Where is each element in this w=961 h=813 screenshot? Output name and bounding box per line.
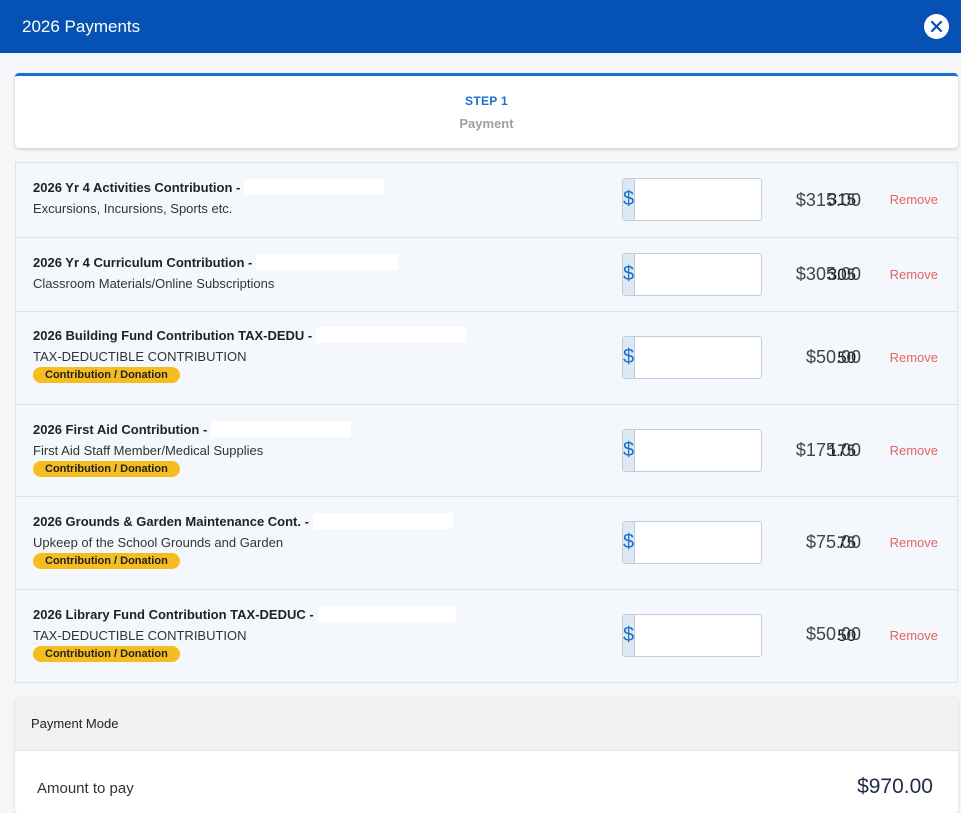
step-number: STEP 1 <box>465 94 508 108</box>
item-description: Excursions, Incursions, Sports etc. <box>33 201 233 216</box>
item-description: First Aid Staff Member/Medical Supplies <box>33 443 264 458</box>
item-description: Upkeep of the School Grounds and Garden <box>33 535 284 550</box>
redacted-field <box>312 513 453 529</box>
amount-input-group: $ <box>622 253 871 296</box>
item-total: $175.00 <box>795 440 861 460</box>
amount-input[interactable] <box>635 179 871 220</box>
amount-to-pay-value: $970.00 <box>857 775 933 798</box>
category-badge: Contribution / Donation <box>33 367 180 383</box>
item-total: $50.00 <box>805 347 861 367</box>
item-name: 2026 First Aid Contribution - <box>33 421 208 437</box>
item-description: Classroom Materials/Online Subscriptions <box>33 276 275 291</box>
list-item: 2026 Building Fund Contribution TAX-DEDU… <box>16 312 957 405</box>
dollar-icon: $ <box>623 179 636 220</box>
amount-input[interactable] <box>635 522 871 563</box>
item-total: $305.00 <box>795 264 861 284</box>
redacted-field <box>317 606 456 622</box>
item-info: 2026 Building Fund Contribution TAX-DEDU… <box>33 327 467 383</box>
list-item: 2026 Yr 4 Curriculum Contribution - Clas… <box>16 238 957 312</box>
category-badge: Contribution / Donation <box>33 646 180 662</box>
amount-to-pay-label: Amount to pay <box>37 780 134 797</box>
amount-input-group: $ <box>622 336 871 379</box>
remove-button[interactable]: Remove <box>889 628 938 643</box>
amount-to-pay-row: Amount to pay $970.00 <box>15 751 958 813</box>
item-total: $50.00 <box>805 624 861 644</box>
item-info: 2026 First Aid Contribution - First Aid … <box>33 421 352 477</box>
amount-input-group: $ <box>622 178 871 221</box>
remove-button[interactable]: Remove <box>889 267 938 282</box>
amount-input[interactable] <box>635 430 871 471</box>
item-total: $75.00 <box>805 532 861 552</box>
stepper: STEP 1 Payment <box>15 73 958 148</box>
list-item: 2026 Grounds & Garden Maintenance Cont. … <box>16 497 957 590</box>
dollar-icon: $ <box>623 254 636 295</box>
remove-button[interactable]: Remove <box>889 535 938 550</box>
amount-input[interactable] <box>635 337 871 378</box>
category-badge: Contribution / Donation <box>33 461 180 477</box>
close-button[interactable] <box>924 14 949 39</box>
dollar-icon: $ <box>623 337 636 378</box>
amount-input-group: $ <box>622 521 871 564</box>
list-item: 2026 Library Fund Contribution TAX-DEDUC… <box>16 590 957 682</box>
dollar-icon: $ <box>623 522 636 563</box>
item-info: 2026 Grounds & Garden Maintenance Cont. … <box>33 513 453 569</box>
payment-mode-panel: Payment Mode Amount to pay $970.00 <box>15 697 958 813</box>
dollar-icon: $ <box>623 615 636 656</box>
remove-button[interactable]: Remove <box>889 350 938 365</box>
item-name: 2026 Library Fund Contribution TAX-DEDUC… <box>33 606 314 622</box>
list-item: 2026 Yr 4 Activities Contribution - Excu… <box>16 163 957 238</box>
redacted-field <box>316 327 467 343</box>
amount-input-group: $ <box>622 614 871 657</box>
amount-input[interactable] <box>635 254 871 295</box>
item-name: 2026 Yr 4 Curriculum Contribution - <box>33 254 253 270</box>
redacted-field <box>256 254 399 270</box>
item-description: TAX-DEDUCTIBLE CONTRIBUTION <box>33 349 247 364</box>
item-description: TAX-DEDUCTIBLE CONTRIBUTION <box>33 628 247 643</box>
amount-input-group: $ <box>622 429 871 472</box>
item-name: 2026 Yr 4 Activities Contribution - <box>33 179 241 195</box>
dialog-header: 2026 Payments <box>0 0 961 53</box>
step-label: Payment <box>459 116 514 131</box>
category-badge: Contribution / Donation <box>33 553 180 569</box>
item-info: 2026 Yr 4 Activities Contribution - Excu… <box>33 179 385 216</box>
item-name: 2026 Grounds & Garden Maintenance Cont. … <box>33 513 309 529</box>
item-total: $315.00 <box>795 190 861 210</box>
payment-items-list: 2026 Yr 4 Activities Contribution - Excu… <box>15 162 958 683</box>
dialog-title: 2026 Payments <box>22 16 141 36</box>
close-icon <box>930 20 943 33</box>
dollar-icon: $ <box>623 430 636 471</box>
payment-mode-title: Payment Mode <box>15 697 958 751</box>
item-name: 2026 Building Fund Contribution TAX-DEDU… <box>33 327 313 343</box>
remove-button[interactable]: Remove <box>889 192 938 207</box>
amount-input[interactable] <box>635 615 871 656</box>
list-item: 2026 First Aid Contribution - First Aid … <box>16 405 957 497</box>
redacted-field <box>211 421 352 437</box>
item-info: 2026 Library Fund Contribution TAX-DEDUC… <box>33 606 456 662</box>
redacted-field <box>244 179 385 195</box>
item-info: 2026 Yr 4 Curriculum Contribution - Clas… <box>33 254 399 291</box>
remove-button[interactable]: Remove <box>889 443 938 458</box>
